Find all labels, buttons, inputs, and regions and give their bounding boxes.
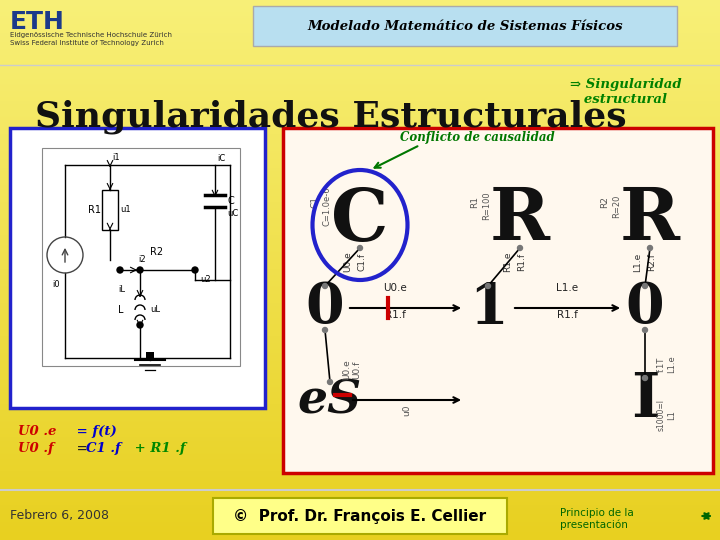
Text: R1.f: R1.f [557, 310, 578, 320]
Circle shape [518, 246, 523, 251]
Text: = f(t): = f(t) [72, 425, 117, 438]
Text: ETH: ETH [10, 10, 65, 34]
Text: R=100: R=100 [482, 192, 492, 220]
Text: uL: uL [150, 306, 160, 314]
Circle shape [328, 380, 333, 384]
Text: U0.f: U0.f [352, 361, 361, 379]
Text: C1: C1 [310, 196, 320, 208]
Bar [146, 352, 154, 360]
Text: u0: u0 [402, 405, 412, 416]
Circle shape [358, 246, 362, 251]
Text: i1: i1 [112, 153, 120, 162]
Text: U0 .e: U0 .e [18, 425, 56, 438]
Text: u2: u2 [200, 275, 211, 285]
Circle shape [137, 322, 143, 328]
Text: R1: R1 [88, 205, 101, 215]
Text: R1.f: R1.f [385, 310, 406, 320]
Text: L1.e: L1.e [634, 252, 642, 272]
Text: Febrero 6, 2008: Febrero 6, 2008 [10, 509, 109, 522]
Circle shape [642, 375, 647, 381]
Text: =: = [72, 442, 92, 455]
Circle shape [137, 267, 143, 273]
FancyBboxPatch shape [10, 128, 265, 408]
Text: uC: uC [227, 208, 238, 218]
Text: R: R [490, 185, 550, 255]
Text: Modelado Matemático de Sistemas Físicos: Modelado Matemático de Sistemas Físicos [307, 19, 623, 32]
Text: C1.f: C1.f [358, 253, 366, 271]
Text: + R1 .f: + R1 .f [130, 442, 186, 455]
Text: R1.e: R1.e [503, 252, 513, 272]
Circle shape [642, 284, 647, 288]
Text: i2: i2 [138, 255, 145, 264]
Text: I: I [631, 370, 660, 430]
Text: iL: iL [118, 286, 125, 294]
Bar [102, 190, 118, 230]
Text: U0.e: U0.e [342, 360, 351, 380]
Text: C1 .f: C1 .f [86, 442, 121, 455]
Text: L1.e: L1.e [557, 283, 579, 293]
Text: L1.e: L1.e [667, 355, 676, 373]
Circle shape [117, 267, 123, 273]
Circle shape [642, 327, 647, 333]
Text: R=20: R=20 [613, 194, 621, 218]
Text: s1000=l: s1000=l [657, 399, 666, 431]
Circle shape [485, 284, 490, 288]
Text: L1: L1 [667, 410, 676, 420]
Text: C=1.0e-6: C=1.0e-6 [323, 186, 331, 226]
Text: R1.f: R1.f [518, 253, 526, 271]
Text: R2.f: R2.f [647, 253, 657, 271]
Text: C: C [227, 196, 234, 206]
Circle shape [323, 327, 328, 333]
Text: ⇒ Singularidad
   estructural: ⇒ Singularidad estructural [570, 78, 682, 106]
Text: presentación: presentación [560, 520, 628, 530]
Text: Conflicto de causalidad: Conflicto de causalidad [400, 132, 554, 145]
Circle shape [192, 267, 198, 273]
Text: f.1T: f.1T [657, 356, 666, 372]
FancyBboxPatch shape [253, 6, 677, 46]
Text: 0: 0 [306, 280, 344, 335]
Text: iC: iC [217, 154, 225, 163]
Circle shape [647, 246, 652, 251]
Text: Singularidades Estructurales: Singularidades Estructurales [35, 100, 626, 134]
Text: U0 .f: U0 .f [18, 442, 54, 455]
Text: U0.e: U0.e [384, 283, 408, 293]
Text: u1: u1 [120, 206, 130, 214]
Text: R2: R2 [150, 247, 163, 257]
Text: Eidgenössische Technische Hochschule Zürich: Eidgenössische Technische Hochschule Zür… [10, 32, 172, 38]
Text: U0.e: U0.e [343, 252, 353, 272]
Text: R: R [620, 185, 680, 255]
Text: i0: i0 [53, 280, 60, 289]
FancyBboxPatch shape [283, 128, 713, 473]
Text: eS: eS [298, 377, 362, 423]
Text: ©  Prof. Dr. François E. Cellier: © Prof. Dr. François E. Cellier [233, 509, 487, 523]
Text: Principio de la: Principio de la [560, 508, 634, 518]
Text: 1: 1 [469, 280, 508, 335]
Circle shape [323, 284, 328, 288]
Text: C: C [331, 185, 389, 255]
FancyBboxPatch shape [213, 498, 507, 534]
Text: Swiss Federal Institute of Technology Zurich: Swiss Federal Institute of Technology Zu… [10, 40, 164, 46]
Text: R1: R1 [470, 196, 480, 208]
Text: L: L [118, 305, 124, 315]
Text: R2: R2 [600, 196, 610, 208]
Text: 0: 0 [626, 280, 665, 335]
